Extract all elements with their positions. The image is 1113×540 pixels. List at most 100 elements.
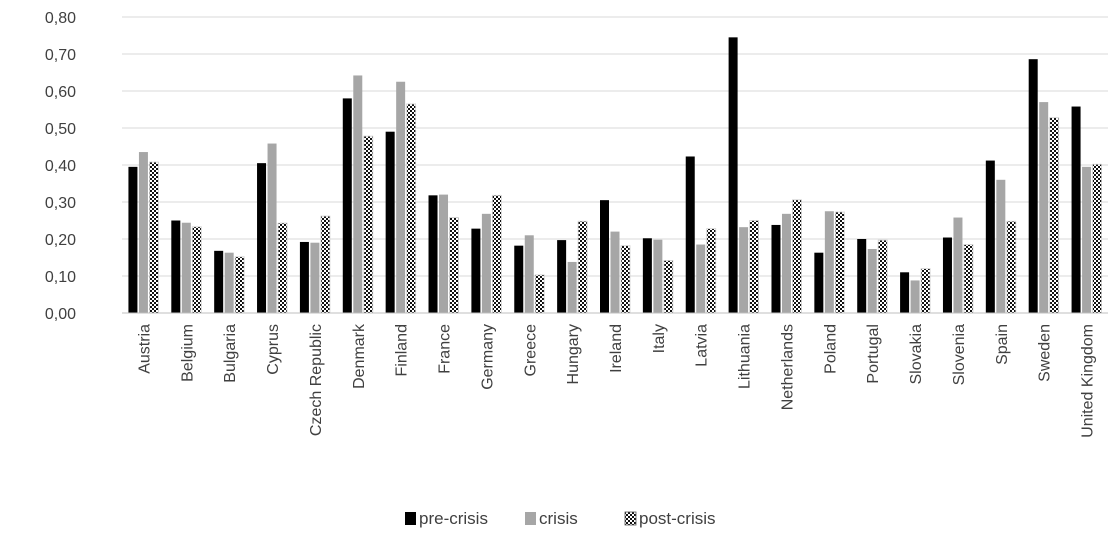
bar-pre-crisis-belgium [171,220,181,313]
bar-pre-crisis-greece [514,245,524,313]
bar-post-crisis-denmark [363,135,374,314]
x-tick-label: Cyprus [265,324,282,375]
bar-post-crisis-italy [663,260,674,314]
y-tick-label: 0,20 [45,232,76,249]
bar-crisis-bulgaria [224,252,234,313]
bar-crisis-hungary [567,261,577,313]
bar-post-crisis-netherlands [792,199,802,314]
legend-swatch-crisis [525,512,536,525]
x-tick-label: Sweden [1037,324,1054,382]
bar-post-crisis-united-kingdom [1092,163,1102,314]
x-tick-label: Poland [822,324,839,374]
legend-swatch-post-crisis [624,511,637,526]
bar-pre-crisis-spain [985,160,995,313]
bar-pre-crisis-netherlands [771,224,781,313]
legend-swatch-pre-crisis [405,512,416,525]
bar-crisis-portugal [867,248,877,313]
bar-crisis-sweden [1039,102,1049,313]
bar-pre-crisis-portugal [857,239,867,313]
bar-pre-crisis-germany [471,228,481,313]
bar-crisis-germany [481,213,491,313]
bar-pre-crisis-bulgaria [214,250,224,313]
x-tick-label: Finland [394,324,411,376]
y-tick-label: 0,60 [45,84,76,101]
bar-post-crisis-cyprus [277,222,288,314]
y-axis-tick-labels: 0,00 0,10 0,20 0,30 0,40 0,50 0,60 0,70 0,80 [45,10,76,323]
bar-pre-crisis-cyprus [257,163,267,313]
bar-post-crisis-austria [149,161,159,314]
x-tick-label: Bulgaria [222,324,239,383]
bar-post-crisis-latvia [706,228,717,314]
bar-crisis-poland [824,211,834,313]
x-tick-label: United Kingdom [1080,324,1097,438]
bar-crisis-belgium [181,222,191,313]
legend: pre-crisis crisis post-crisis [405,509,716,528]
y-tick-label: 0,80 [45,10,76,27]
bar-pre-crisis-united-kingdom [1071,106,1081,313]
x-axis-category-labels: Austria Belgium Bulgaria Cyprus Czech Republ… [136,323,1096,438]
y-tick-label: 0,40 [45,158,76,175]
bar-post-crisis-sweden [1049,117,1060,314]
x-tick-label: Netherlands [779,324,796,410]
bar-pre-crisis-ireland [600,200,609,313]
bar-post-crisis-lithuania [749,220,760,314]
legend-label-pre-crisis: pre-crisis [419,509,488,528]
y-tick-label: 0,30 [45,195,76,212]
bar-crisis-austria [138,152,148,313]
bar-post-crisis-finland [406,103,417,314]
bar-crisis-france [439,194,449,313]
bar-post-crisis-germany [491,194,502,314]
bar-post-crisis-spain [1006,220,1017,314]
x-tick-label: Hungary [565,324,582,384]
bar-crisis-finland [396,81,406,313]
bar-post-crisis-slovakia [920,268,931,314]
bar-post-crisis-portugal [877,239,888,314]
bar-pre-crisis-slovenia [942,237,952,313]
bar-crisis-denmark [353,75,363,314]
y-tick-label: 0,10 [45,269,76,286]
bar-pre-crisis-austria [128,166,138,313]
bar-pre-crisis-slovakia [900,272,910,313]
bar-crisis-greece [524,235,534,313]
bar-crisis-lithuania [739,227,749,313]
bar-pre-crisis-denmark [342,98,352,314]
x-tick-label: Lithuania [737,324,754,389]
bar-pre-crisis-italy [642,238,652,313]
x-tick-label: Ireland [608,324,625,373]
bar-post-crisis-hungary [577,220,588,314]
y-tick-label: 0,70 [45,47,76,64]
x-tick-label: Latvia [694,324,711,367]
y-tick-label: 0,50 [45,121,76,138]
bar-crisis-netherlands [781,213,791,313]
bar-post-crisis-greece [534,274,545,314]
bar-post-crisis-belgium [191,226,202,314]
bar-post-crisis-ireland [620,245,631,314]
bar-pre-crisis-sweden [1028,59,1038,314]
x-tick-label: Slovakia [908,324,925,385]
bar-post-crisis-france [449,217,459,314]
x-tick-label: Denmark [351,323,368,389]
x-tick-label: Czech Republic [308,324,325,436]
x-tick-label: Greece [522,324,539,377]
legend-label-crisis: crisis [539,509,578,528]
bar-post-crisis-czech-republic [320,215,331,314]
x-tick-label: Belgium [179,324,196,382]
bar-pre-crisis-czech-republic [299,241,309,313]
x-tick-label: Spain [994,324,1011,365]
bar-crisis-ireland [610,231,620,313]
bar-pre-crisis-latvia [685,156,695,313]
bar-post-crisis-slovenia [963,244,974,314]
bar-crisis-slovakia [910,280,920,313]
bar-crisis-cyprus [267,143,277,313]
x-tick-label: Portugal [865,324,882,384]
x-tick-label: France [437,324,454,374]
bar-post-crisis-poland [834,211,845,314]
x-tick-label: Austria [136,324,153,374]
bar-post-crisis-bulgaria [234,256,245,314]
y-tick-label: 0,00 [45,306,76,323]
bar-crisis-spain [996,179,1006,313]
legend-label-post-crisis: post-crisis [639,509,716,528]
bars [128,37,1102,314]
bar-crisis-slovenia [953,217,963,313]
